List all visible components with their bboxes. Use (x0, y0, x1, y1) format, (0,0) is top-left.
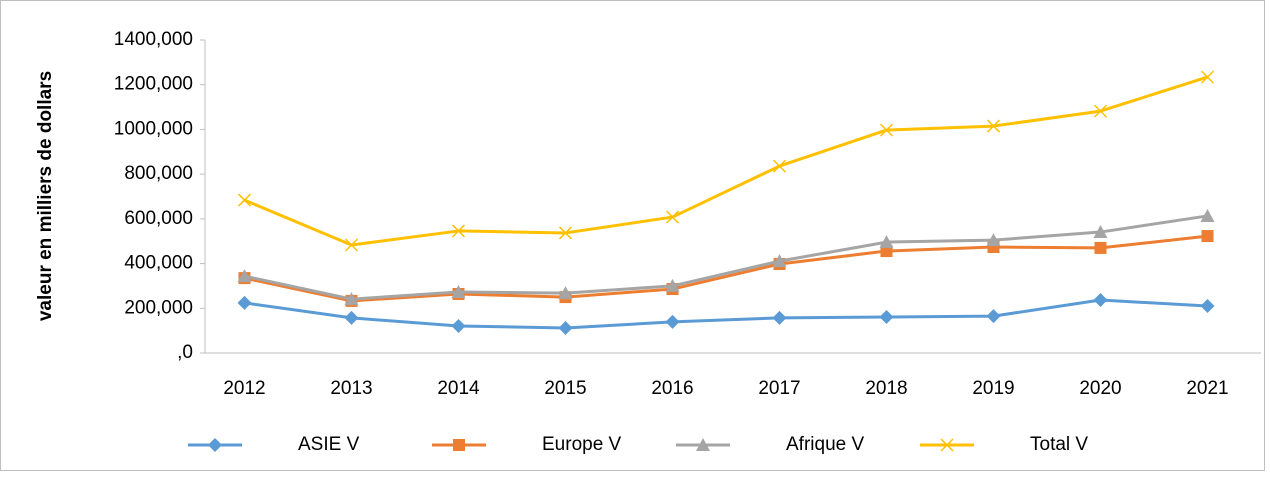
marker (1200, 299, 1215, 314)
legend-marker (208, 438, 222, 452)
y-tick-label: 800,000 (124, 163, 193, 184)
x-tick-label: 2018 (865, 378, 907, 399)
x-tick-label: 2014 (437, 378, 480, 399)
marker (451, 284, 466, 298)
marker (344, 238, 359, 252)
legend-label: Afrique V (786, 434, 864, 455)
marker (772, 310, 787, 325)
marker (344, 292, 359, 306)
marker (879, 235, 894, 249)
marker (986, 233, 1001, 247)
y-axis-label: valeur en milliers de dollars (35, 71, 56, 321)
marker (665, 278, 680, 292)
legend-marker (696, 438, 710, 451)
x-tick-label: 2017 (758, 378, 800, 399)
marker (237, 269, 252, 283)
series-line (243, 75, 1208, 247)
x-tick-label: 2016 (651, 378, 693, 399)
marker (344, 310, 359, 325)
legend-marker (940, 438, 954, 452)
marker (1093, 104, 1108, 118)
marker (237, 193, 252, 207)
x-tick-label: 2015 (544, 378, 586, 399)
marker (1200, 70, 1215, 84)
marker (772, 254, 787, 268)
marker (879, 123, 894, 137)
marker (879, 310, 894, 325)
series-line (244, 234, 1208, 303)
series-line (244, 298, 1208, 330)
marker (237, 295, 252, 310)
x-tick-label: 2019 (972, 378, 1014, 399)
y-tick-label: 600,000 (124, 208, 193, 229)
x-tick-label: 2013 (330, 378, 372, 399)
marker (772, 159, 787, 173)
marker (665, 210, 680, 224)
legend-label: Total V (1030, 434, 1088, 455)
y-tick-label: 1000,000 (114, 118, 193, 139)
y-tick-label: 1400,000 (114, 29, 193, 50)
y-tick-label: 200,000 (124, 297, 193, 318)
marker (986, 309, 1001, 324)
marker (1093, 293, 1108, 308)
series-line (244, 214, 1208, 301)
x-tick-label: 2021 (1186, 378, 1228, 399)
marker (1093, 225, 1108, 239)
marker (1201, 230, 1214, 243)
marker (558, 320, 573, 335)
x-tick-label: 2012 (223, 378, 265, 399)
marker (1200, 208, 1215, 222)
legend-label: ASIE V (298, 434, 360, 455)
y-tick-label: 400,000 (124, 253, 193, 274)
legend-marker (453, 439, 465, 451)
y-tick-label: 1200,000 (114, 74, 193, 95)
marker (1094, 241, 1107, 254)
marker (986, 119, 1001, 133)
marker (665, 314, 680, 329)
y-tick-label: ,0 (177, 342, 193, 363)
marker (558, 226, 573, 240)
marker (451, 224, 466, 238)
marker (558, 286, 573, 300)
legend-label: Europe V (542, 434, 622, 455)
x-tick-label: 2020 (1079, 378, 1121, 399)
marker (451, 318, 466, 333)
